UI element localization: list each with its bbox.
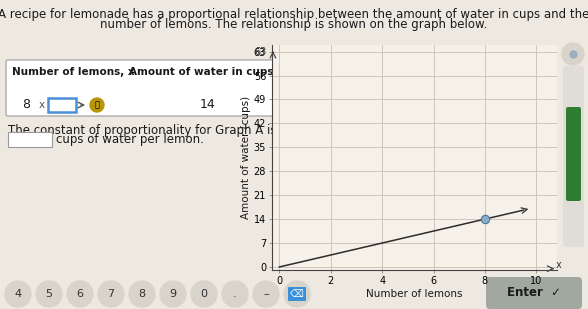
Text: x: x bbox=[556, 260, 562, 270]
Text: 8: 8 bbox=[22, 99, 30, 112]
FancyBboxPatch shape bbox=[6, 60, 280, 116]
Circle shape bbox=[222, 281, 248, 307]
Text: 0: 0 bbox=[201, 289, 208, 299]
Circle shape bbox=[90, 98, 104, 112]
Text: number of lemons. The relationship is shown on the graph below.: number of lemons. The relationship is sh… bbox=[101, 18, 487, 31]
Text: 6: 6 bbox=[76, 289, 83, 299]
Circle shape bbox=[284, 281, 310, 307]
FancyBboxPatch shape bbox=[486, 277, 582, 309]
Text: 8: 8 bbox=[138, 289, 146, 299]
Text: Amount of water in cups, y: Amount of water in cups, y bbox=[129, 67, 288, 77]
X-axis label: Number of lemons: Number of lemons bbox=[366, 289, 463, 299]
Circle shape bbox=[191, 281, 217, 307]
Text: x: x bbox=[39, 100, 45, 110]
Text: Number of lemons, x: Number of lemons, x bbox=[12, 67, 134, 77]
Text: 5: 5 bbox=[45, 289, 52, 299]
Circle shape bbox=[5, 281, 31, 307]
FancyBboxPatch shape bbox=[566, 107, 581, 201]
Text: 63: 63 bbox=[254, 47, 266, 57]
Circle shape bbox=[36, 281, 62, 307]
FancyBboxPatch shape bbox=[8, 132, 52, 147]
Text: A recipe for lemonade has a proportional relationship between the amount of wate: A recipe for lemonade has a proportional… bbox=[0, 8, 588, 21]
Circle shape bbox=[129, 281, 155, 307]
Text: ⌫: ⌫ bbox=[290, 289, 304, 299]
Circle shape bbox=[160, 281, 186, 307]
Text: –: – bbox=[263, 289, 269, 299]
FancyBboxPatch shape bbox=[288, 287, 306, 301]
Text: cups of water per lemon.: cups of water per lemon. bbox=[56, 133, 204, 146]
FancyBboxPatch shape bbox=[563, 66, 584, 247]
Circle shape bbox=[253, 281, 279, 307]
Text: 9: 9 bbox=[169, 289, 176, 299]
Text: 7: 7 bbox=[108, 289, 115, 299]
Y-axis label: Amount of water (cups): Amount of water (cups) bbox=[241, 96, 251, 219]
Text: 4: 4 bbox=[15, 289, 22, 299]
Text: 💡: 💡 bbox=[95, 100, 99, 109]
Text: .: . bbox=[233, 289, 237, 299]
Text: Enter  ✓: Enter ✓ bbox=[507, 286, 561, 299]
Circle shape bbox=[562, 43, 584, 65]
Text: The constant of proportionality for Graph A is: The constant of proportionality for Grap… bbox=[8, 124, 276, 137]
Text: 14: 14 bbox=[200, 99, 216, 112]
Circle shape bbox=[67, 281, 93, 307]
Circle shape bbox=[98, 281, 124, 307]
FancyBboxPatch shape bbox=[48, 98, 76, 112]
